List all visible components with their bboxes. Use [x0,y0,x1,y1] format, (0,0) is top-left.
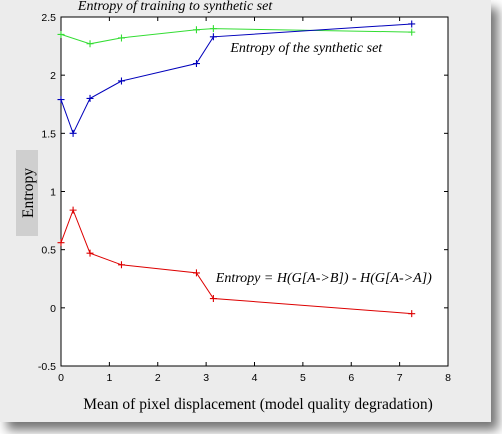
series-0-point [408,28,416,36]
y-tick-label: 0.5 [41,245,56,257]
y-tick-label: 2 [50,70,56,82]
x-tick-label: 5 [300,372,306,384]
annotation-label: Entropy of training to synthetic set [77,0,273,14]
series-1-point [57,96,65,104]
annotations-layer: Entropy of training to synthetic set Entr… [77,0,432,286]
series-2-point [57,239,65,247]
chart-frame: 0 1 2 3 4 5 6 7 8 -0.5 0 0.5 1 1.5 2 2.5 Entropy of tra… [0,0,491,422]
series-layer [57,20,416,318]
plot-area [61,17,448,366]
y-axis-title-group: Entropy [16,150,38,236]
series-0-point [57,30,65,38]
x-tick-label: 7 [397,372,403,384]
y-tick-label: 1.5 [41,128,56,140]
series-2-point [192,269,200,277]
y-tick-label: -0.5 [38,361,56,373]
series-0-point [192,26,200,34]
x-tick-label: 2 [155,372,161,384]
x-tick-label: 6 [348,372,354,384]
y-tick-label: 0 [50,303,56,315]
x-tick-label: 1 [106,372,112,384]
y-axis-title-background [16,150,38,236]
series-0-point [209,25,217,33]
series-1-point [86,94,94,102]
series-1-point [408,20,416,28]
series-2-point [69,206,77,214]
plot-frame [60,16,449,367]
x-tick-label: 3 [203,372,209,384]
x-tick-label: 0 [58,372,64,384]
series-0-point [117,34,125,42]
series-2-point [209,295,217,303]
y-tick-label: 1 [50,187,56,199]
ticks-layer: 0 1 2 3 4 5 6 7 8-0.500.511.522.5 [38,12,451,384]
series-0-point [86,40,94,48]
series-1-point [209,33,217,41]
series-0-line [60,28,412,45]
annotation-label: Entropy of the synthetic set [229,41,383,56]
series-2-point [86,249,94,257]
series-1-point [117,77,125,85]
annotation-label: Entropy = H(G[A->B]) - H(G[A->A]) [215,271,432,286]
x-tick-label: 8 [445,372,451,384]
y-tick-label: 2.5 [41,12,56,24]
series-2-point [408,310,416,318]
series-2-point [117,261,125,269]
series-1-point [69,129,77,137]
y-axis-title: Entropy [20,168,37,218]
x-tick-label: 4 [252,372,258,384]
x-axis-title: Mean of pixel displacement (model qualit… [83,396,433,413]
entropy-chart: 0 1 2 3 4 5 6 7 8-0.500.511.522.5 Entropy of tra… [16,0,451,413]
series-1-point [192,60,200,68]
